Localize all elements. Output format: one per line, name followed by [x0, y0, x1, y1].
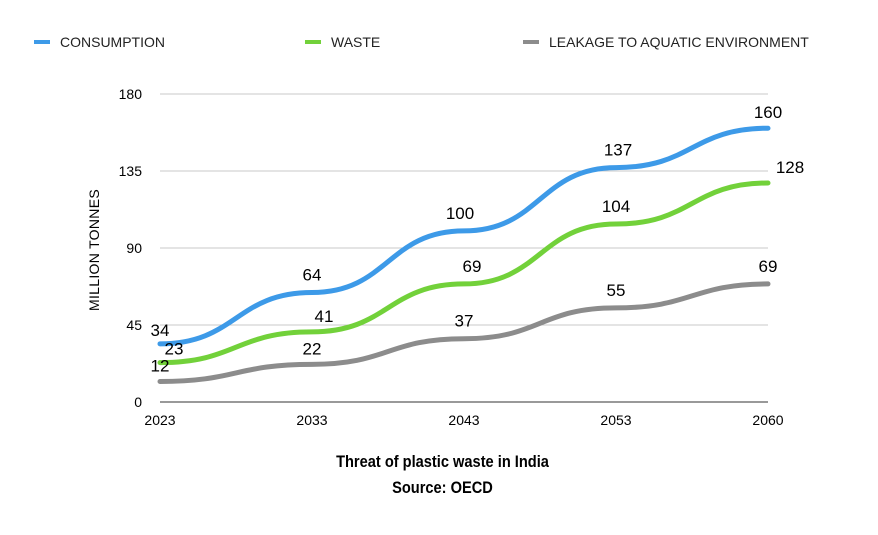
x-tick-label: 2043	[448, 412, 479, 428]
data-label: 41	[315, 307, 334, 326]
series-lines	[157, 125, 771, 384]
y-axis-ticks: 0 45 90 135 180	[119, 86, 143, 410]
data-label: 69	[759, 257, 778, 276]
legend: CONSUMPTION WASTE LEAKAGE TO AQUATIC ENVIR…	[34, 34, 809, 50]
y-tick-label: 180	[119, 86, 143, 102]
data-label: 104	[602, 197, 630, 216]
x-axis-ticks: 2023 2033 2043 2053 2060	[144, 412, 783, 428]
x-tick-label: 2033	[296, 412, 327, 428]
data-label: 64	[303, 265, 322, 284]
data-label: 128	[776, 158, 804, 177]
data-label: 23	[165, 340, 184, 359]
data-label: 22	[303, 339, 322, 358]
y-axis-label: MILLION TONNES	[86, 189, 102, 311]
series-line-2	[157, 281, 771, 384]
data-labels: 34 64 100 137 160 23 41 69 104 128 12 22 37 55 69	[151, 103, 805, 375]
series-line-1	[157, 180, 771, 366]
data-label: 100	[446, 204, 474, 223]
data-label: 137	[604, 141, 632, 160]
legend-entry-2: LEAKAGE TO AQUATIC ENVIRONMENT	[549, 34, 809, 50]
x-tick-label: 2060	[752, 412, 783, 428]
data-label: 37	[455, 312, 474, 331]
data-label: 69	[463, 257, 482, 276]
y-tick-label: 45	[126, 317, 142, 333]
data-label: 160	[754, 103, 782, 122]
chart-title: Threat of plastic waste in India	[336, 452, 549, 471]
x-tick-label: 2023	[144, 412, 175, 428]
legend-entry-0: CONSUMPTION	[60, 34, 165, 50]
data-label: 34	[151, 321, 170, 340]
x-tick-label: 2053	[600, 412, 631, 428]
series-line-0	[157, 125, 771, 347]
legend-entry-1: WASTE	[331, 34, 380, 50]
y-tick-label: 90	[126, 240, 142, 256]
gridlines	[160, 93, 768, 403]
data-label: 55	[607, 281, 626, 300]
y-tick-label: 135	[119, 163, 143, 179]
data-label: 12	[151, 356, 170, 375]
chart-source: Source: OECD	[392, 478, 493, 497]
y-tick-label: 0	[134, 394, 142, 410]
